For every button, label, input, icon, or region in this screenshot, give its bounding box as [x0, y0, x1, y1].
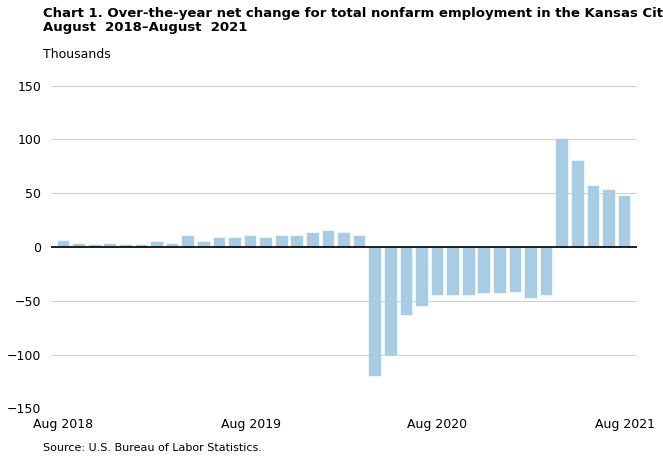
- Bar: [276, 236, 288, 247]
- Bar: [58, 241, 70, 247]
- Text: Source: U.S. Bureau of Labor Statistics.: Source: U.S. Bureau of Labor Statistics.: [43, 443, 262, 453]
- Bar: [135, 245, 147, 247]
- Bar: [432, 247, 444, 296]
- Bar: [167, 244, 178, 247]
- Bar: [400, 247, 412, 315]
- Text: August  2018–August  2021: August 2018–August 2021: [43, 21, 247, 34]
- Bar: [151, 242, 163, 247]
- Bar: [494, 247, 506, 293]
- Bar: [292, 236, 303, 247]
- Bar: [229, 238, 241, 247]
- Bar: [120, 245, 132, 247]
- Bar: [213, 238, 225, 247]
- Bar: [338, 233, 350, 247]
- Bar: [603, 190, 615, 247]
- Bar: [541, 247, 552, 296]
- Bar: [104, 244, 116, 247]
- Bar: [182, 236, 194, 247]
- Bar: [369, 247, 381, 376]
- Bar: [619, 196, 631, 247]
- Bar: [198, 242, 210, 247]
- Bar: [261, 238, 272, 247]
- Bar: [354, 236, 365, 247]
- Bar: [73, 244, 85, 247]
- Bar: [307, 233, 319, 247]
- Bar: [323, 231, 334, 247]
- Bar: [556, 140, 568, 247]
- Text: Thousands: Thousands: [43, 48, 111, 61]
- Bar: [448, 247, 459, 296]
- Bar: [463, 247, 475, 296]
- Bar: [525, 247, 537, 297]
- Bar: [385, 247, 396, 355]
- Text: Chart 1. Over-the-year net change for total nonfarm employment in the Kansas Cit: Chart 1. Over-the-year net change for to…: [43, 7, 663, 20]
- Bar: [89, 245, 101, 247]
- Bar: [510, 247, 521, 292]
- Bar: [587, 186, 599, 247]
- Bar: [479, 247, 490, 293]
- Bar: [416, 247, 428, 306]
- Bar: [572, 161, 583, 247]
- Bar: [245, 236, 257, 247]
